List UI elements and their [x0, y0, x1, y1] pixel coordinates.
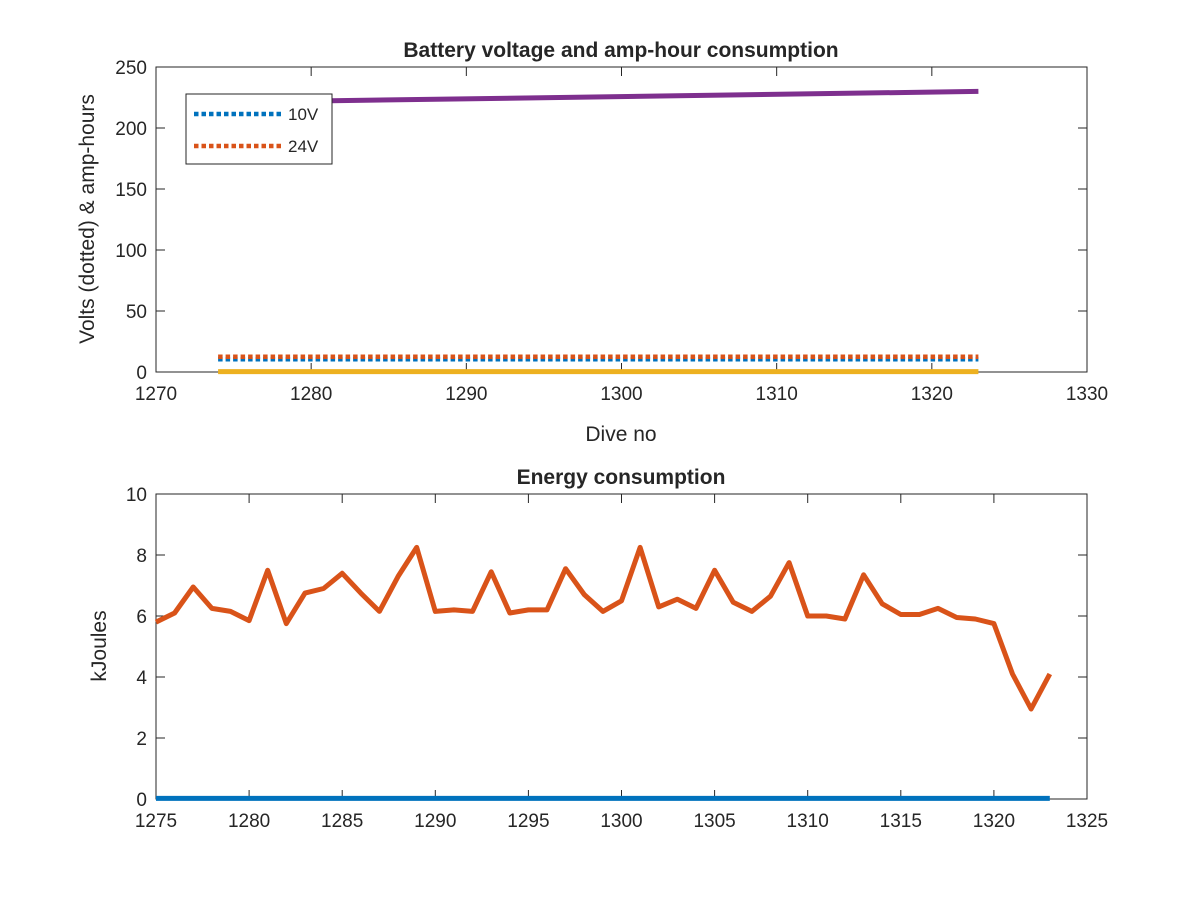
legend-label-10v: 10V: [288, 105, 319, 124]
energy-ytick-label: 2: [136, 729, 147, 750]
voltage-ytick-label: 100: [115, 241, 147, 262]
voltage-chart-ylabel: Volts (dotted) & amp-hours: [76, 94, 99, 344]
energy-ytick-label: 0: [136, 790, 147, 811]
voltage-xtick-label: 1290: [445, 384, 487, 405]
energy-xtick-label: 1315: [880, 811, 922, 832]
voltage-xtick-label: 1320: [911, 384, 953, 405]
voltage-xtick-label: 1330: [1066, 384, 1108, 405]
energy-xtick-label: 1300: [600, 811, 642, 832]
voltage-chart-title: Battery voltage and amp-hour consumption: [403, 39, 838, 62]
legend-label-24v: 24V: [288, 137, 319, 156]
energy-chart-ylabel: kJoules: [88, 610, 111, 681]
energy-chart-ticks: 1275 1280 1285 1290 1295 1300 1305 1310 1315 1320…: [126, 485, 1108, 832]
voltage-ytick-label: 200: [115, 119, 147, 140]
energy-ytick-label: 10: [126, 485, 147, 506]
energy-xtick-label: 1275: [135, 811, 177, 832]
voltage-xtick-label: 1310: [756, 384, 798, 405]
energy-xtick-label: 1320: [973, 811, 1015, 832]
energy-chart: Energy consumption kJoules 1275 1280 1285 1…: [88, 466, 1108, 832]
voltage-series-line-3: [218, 88, 979, 105]
voltage-xtick-label: 1270: [135, 384, 177, 405]
energy-xtick-label: 1285: [321, 811, 363, 832]
energy-xtick-label: 1280: [228, 811, 270, 832]
voltage-ytick-label: 0: [136, 363, 147, 384]
energy-xtick-label: 1305: [693, 811, 735, 832]
voltage-xtick-label: 1280: [290, 384, 332, 405]
energy-xtick-label: 1325: [1066, 811, 1108, 832]
energy-series-line-0: [154, 544, 1053, 712]
voltage-chart-xlabel: Dive no: [585, 423, 656, 446]
legend: 10V 24V: [185, 93, 333, 165]
energy-chart-series: [154, 544, 1053, 801]
legend-box: [185, 93, 333, 165]
voltage-ytick-label: 50: [126, 302, 147, 323]
voltage-chart: Battery voltage and amp-hour consumption…: [76, 39, 1108, 446]
voltage-xtick-label: 1300: [600, 384, 642, 405]
energy-xtick-label: 1310: [787, 811, 829, 832]
energy-plot-area: [155, 493, 1088, 800]
voltage-chart-ticks: 1270 1280 1290 1300 1310 1320 1330 0 50 100 150 200…: [115, 58, 1108, 405]
energy-xtick-label: 1295: [507, 811, 549, 832]
voltage-ytick-label: 250: [115, 58, 147, 79]
energy-chart-title: Energy consumption: [517, 466, 726, 489]
energy-ytick-label: 6: [136, 607, 147, 628]
energy-ytick-label: 4: [136, 668, 147, 689]
energy-ytick-label: 8: [136, 546, 147, 567]
energy-xtick-label: 1290: [414, 811, 456, 832]
voltage-chart-series: [218, 88, 979, 375]
voltage-ytick-label: 150: [115, 180, 147, 201]
